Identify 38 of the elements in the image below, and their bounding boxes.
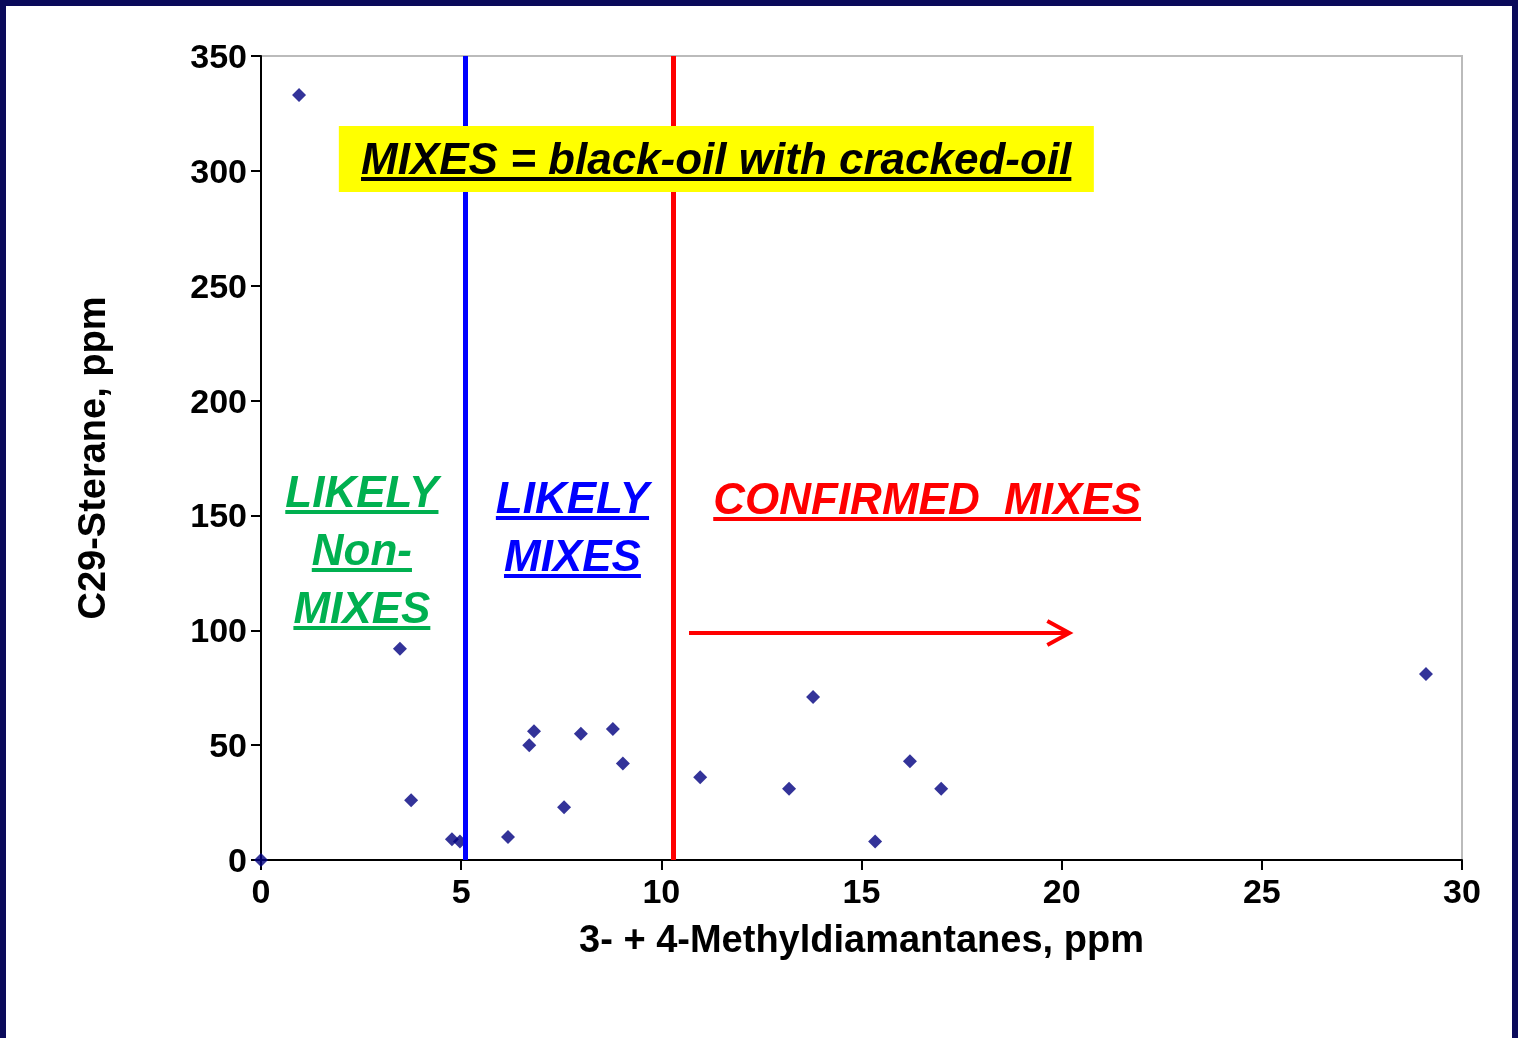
x-tick-label: 5 (451, 872, 471, 910)
x-tick-label: 25 (1242, 872, 1281, 910)
x-tick-label: 30 (1443, 872, 1481, 910)
point (292, 88, 307, 103)
point (902, 754, 917, 769)
y-tick-label: 50 (209, 726, 247, 765)
y-axis-title: C29-Sterane, ppm (71, 296, 113, 620)
annotation: MIXES = black-oil with cracked-oil (339, 126, 1094, 193)
point (254, 853, 268, 867)
y-tick-label: 300 (190, 151, 247, 190)
point (557, 800, 572, 815)
point (392, 641, 407, 656)
y-tick-label: 100 (190, 611, 247, 650)
x-tick-label: 15 (842, 872, 881, 910)
y-tick-label: 200 (190, 381, 247, 420)
x-tick-label: 0 (251, 872, 271, 910)
point (573, 726, 588, 741)
y-tick-label: 350 (190, 37, 247, 75)
point (782, 781, 797, 796)
x-tick-label: 20 (1042, 872, 1081, 910)
point (1418, 666, 1433, 681)
y-tick-label: 150 (190, 496, 247, 535)
x-tick-label: 10 (642, 872, 681, 910)
y-tick-label: 250 (190, 266, 247, 305)
point (806, 689, 821, 704)
annotation: CONFIRMED MIXES (713, 473, 1142, 526)
point (501, 830, 516, 845)
point (404, 793, 419, 808)
point (693, 770, 708, 785)
point (868, 834, 883, 849)
point (615, 756, 630, 771)
point (605, 722, 620, 737)
annotation: LIKELY MIXES (495, 471, 650, 582)
point (522, 738, 537, 753)
point (527, 724, 542, 739)
point (934, 781, 949, 796)
y-tick-label: 0 (228, 841, 247, 879)
x-axis-title: 3- + 4-Methyldiamantanes, ppm (579, 918, 1144, 960)
